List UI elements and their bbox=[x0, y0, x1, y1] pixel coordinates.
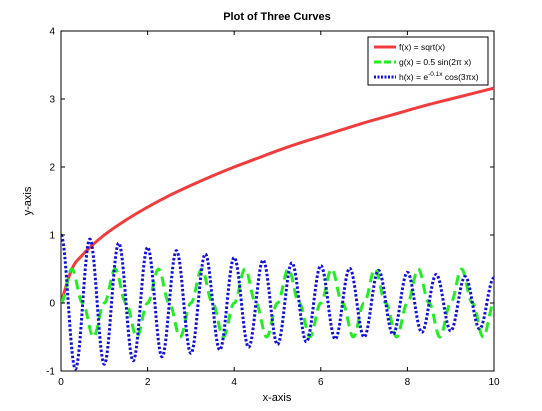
x-tick-label: 2 bbox=[145, 377, 151, 388]
x-tick-label: 0 bbox=[58, 377, 64, 388]
plot-area bbox=[60, 30, 495, 372]
chart-title: Plot of Three Curves bbox=[223, 11, 331, 23]
x-tick-label: 10 bbox=[488, 377, 500, 388]
y-axis-label: y-axis bbox=[22, 186, 34, 215]
x-axis-label: x-axis bbox=[263, 392, 292, 404]
legend: f(x) = sqrt(x) g(x) = 0.5 sin(2π x) h(x)… bbox=[367, 36, 489, 86]
legend-label-f: f(x) = sqrt(x) bbox=[399, 42, 445, 52]
legend-label-h: h(x) = e-0.1x cos(3πx) bbox=[399, 71, 479, 82]
y-tick-label: 4 bbox=[49, 27, 55, 38]
series-g-sine bbox=[61, 267, 494, 339]
y-tick-label: 3 bbox=[49, 95, 55, 106]
x-tick-label: 6 bbox=[318, 377, 324, 388]
legend-label-g: g(x) = 0.5 sin(2π x) bbox=[399, 57, 471, 67]
series-f-sqrt bbox=[61, 86, 494, 304]
y-tick-label: -1 bbox=[46, 367, 55, 378]
x-tick-label: 8 bbox=[405, 377, 411, 388]
y-tick-label: 1 bbox=[49, 231, 55, 242]
y-tick-label: 0 bbox=[49, 299, 55, 310]
y-tick-label: 2 bbox=[49, 163, 55, 174]
series-layer bbox=[61, 86, 494, 371]
x-tick-label: 4 bbox=[231, 377, 237, 388]
series-h-damped-cosine bbox=[61, 233, 494, 371]
